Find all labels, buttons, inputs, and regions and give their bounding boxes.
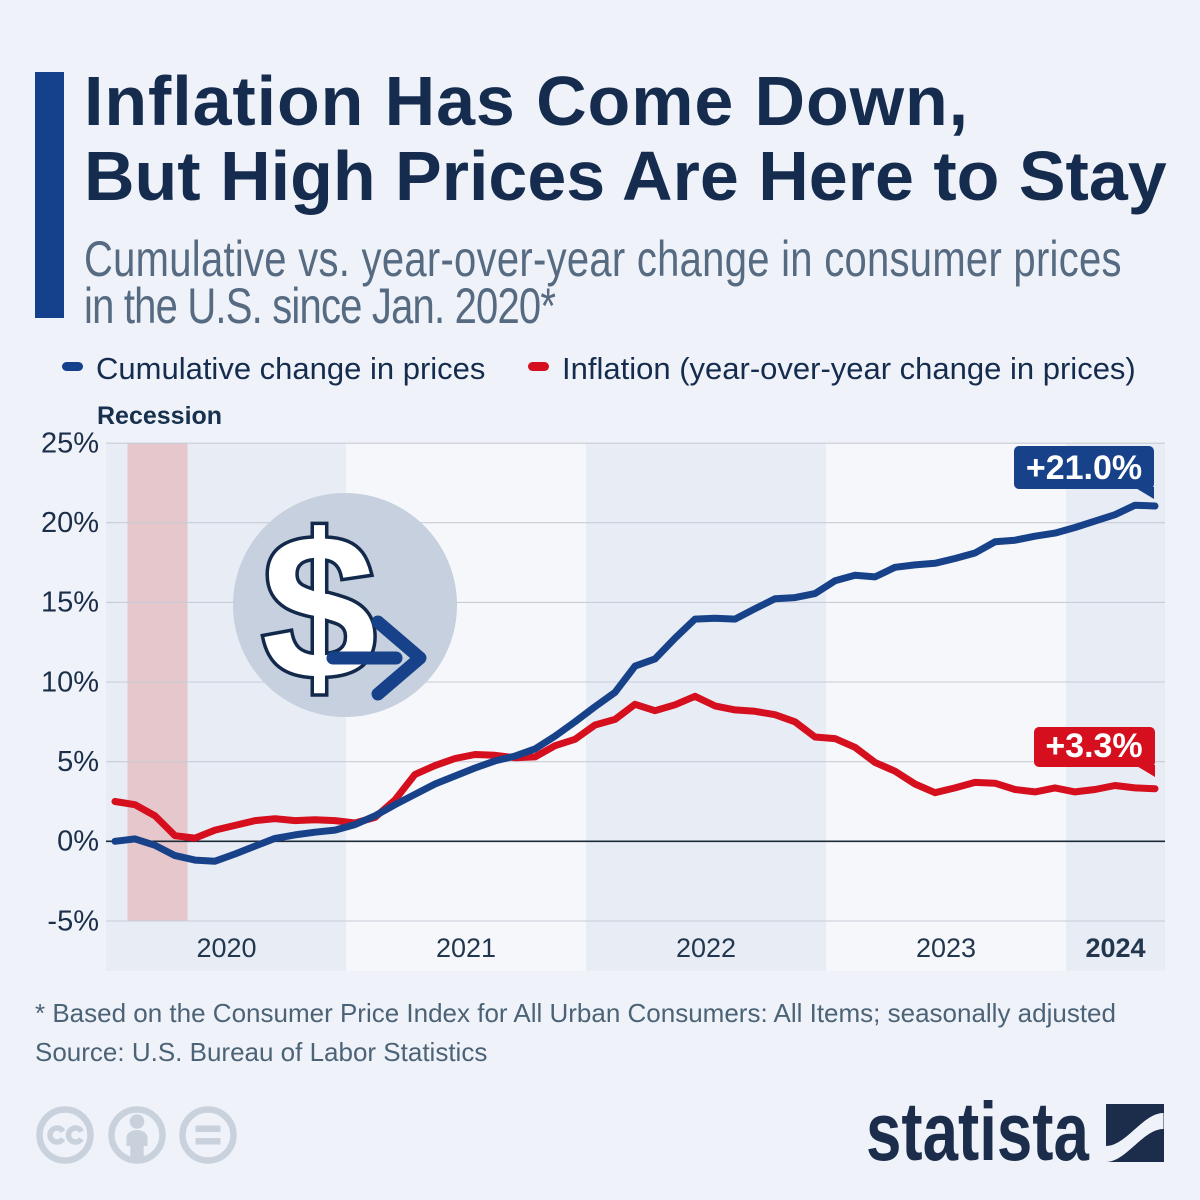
svg-text:-5%: -5% bbox=[47, 905, 99, 937]
svg-text:Source: U.S. Bureau of Labor S: Source: U.S. Bureau of Labor Statistics bbox=[35, 1037, 487, 1067]
svg-text:2021: 2021 bbox=[436, 933, 496, 963]
svg-text:* Based on the Consumer Price: * Based on the Consumer Price Index for … bbox=[35, 998, 1116, 1028]
svg-text:2020: 2020 bbox=[196, 933, 256, 963]
svg-text:statista: statista bbox=[866, 1085, 1090, 1178]
svg-text:10%: 10% bbox=[41, 666, 99, 698]
svg-text:0%: 0% bbox=[57, 826, 99, 858]
svg-text:+21.0%: +21.0% bbox=[1026, 449, 1142, 487]
svg-text:20%: 20% bbox=[41, 507, 99, 539]
svg-text:in the U.S. since Jan. 2020*: in the U.S. since Jan. 2020* bbox=[84, 278, 555, 334]
svg-text:Inflation (year-over-year chan: Inflation (year-over-year change in pric… bbox=[562, 351, 1136, 386]
svg-text:Recession: Recession bbox=[97, 402, 222, 430]
svg-text:Cumulative change in prices: Cumulative change in prices bbox=[96, 351, 485, 386]
svg-text:25%: 25% bbox=[41, 428, 99, 460]
svg-text:2023: 2023 bbox=[916, 933, 976, 963]
svg-text:15%: 15% bbox=[41, 587, 99, 619]
svg-text:But High Prices Are Here to St: But High Prices Are Here to Stay bbox=[84, 137, 1167, 215]
svg-text:2024: 2024 bbox=[1085, 933, 1145, 963]
svg-text:5%: 5% bbox=[57, 746, 99, 778]
svg-text:Inflation Has Come Down,: Inflation Has Come Down, bbox=[84, 62, 969, 140]
svg-text:+3.3%: +3.3% bbox=[1045, 727, 1142, 765]
svg-text:Cumulative vs. year-over-year: Cumulative vs. year-over-year change in … bbox=[84, 231, 1122, 287]
svg-text:$: $ bbox=[262, 492, 377, 722]
svg-text:2022: 2022 bbox=[676, 933, 736, 963]
